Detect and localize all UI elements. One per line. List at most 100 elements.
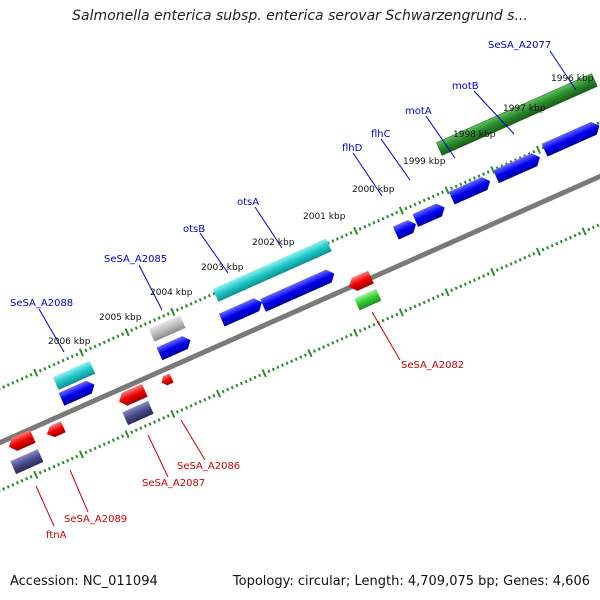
- scale-minor-tick: [395, 210, 399, 215]
- scale-minor-tick: [523, 256, 527, 260]
- gene-motA-feature[interactable]: [448, 175, 493, 205]
- scale-minor-tick: [175, 410, 179, 414]
- gene-label-SeSA_A2087[interactable]: SeSA_A2087: [142, 478, 205, 489]
- forward-strand-features: [52, 73, 600, 406]
- kbp-label: 2001 kbp: [303, 212, 346, 222]
- gene-SeSA_A2077-feature[interactable]: [541, 119, 600, 157]
- gene-ftnA-feature[interactable]: [10, 449, 44, 475]
- gene-label-SeSA_A2089[interactable]: SeSA_A2089: [64, 514, 127, 525]
- accession-text: Accession: NC_011094: [10, 574, 158, 589]
- scale-minor-tick: [70, 354, 74, 359]
- scale-minor-tick: [180, 408, 184, 412]
- gene-SeSA_A2082-feature[interactable]: [346, 270, 374, 294]
- scale-minor-tick: [148, 422, 152, 426]
- scale-minor-tick: [386, 214, 390, 219]
- scale-minor-tick: [367, 222, 371, 227]
- scale-minor-tick: [143, 424, 147, 428]
- scale-minor-tick: [527, 254, 531, 258]
- scale-minor-tick: [258, 373, 262, 378]
- scale-minor-tick: [89, 448, 93, 453]
- scale-minor-tick: [468, 178, 472, 182]
- scale-minor-tick: [363, 224, 367, 229]
- scale-minor-tick: [303, 353, 307, 357]
- scale-minor-tick: [299, 355, 303, 359]
- gene-flhC-feature[interactable]: [412, 201, 448, 227]
- kbp-label: 1997 kbp: [503, 104, 546, 114]
- kbp-labels: 1996 kbp 1997 kbp 1998 kbp 1999 kbp 2000…: [48, 74, 594, 347]
- gene-label-SeSA_A2085[interactable]: SeSA_A2085: [104, 254, 167, 265]
- gene-otsB-feature[interactable]: [260, 267, 337, 312]
- scale-minor-tick: [102, 340, 106, 345]
- scale-minor-tick: [38, 470, 42, 475]
- gene-SeSA_A2087-feature[interactable]: [116, 383, 148, 408]
- scale-minor-tick: [427, 298, 431, 303]
- scale-minor-tick: [440, 292, 445, 297]
- scale-minor-tick: [367, 324, 371, 329]
- genome-summary-text: Topology: circular; Length: 4,709,075 bp…: [232, 574, 590, 589]
- kbp-label: 2005 kbp: [99, 313, 142, 323]
- gene-SeSA_A2086-feature[interactable]: [159, 373, 174, 387]
- gene-otsA-feature[interactable]: [212, 238, 332, 302]
- scale-minor-tick: [280, 363, 285, 368]
- scale-minor-tick: [358, 329, 362, 333]
- scale-minor-tick: [157, 316, 161, 320]
- scale-minor-tick: [331, 341, 335, 345]
- scale-minor-tick: [500, 266, 504, 270]
- scale-minor-tick: [11, 381, 15, 385]
- scale-minor-tick: [404, 206, 408, 211]
- gene-label-motB[interactable]: motB: [452, 81, 479, 92]
- scale-minor-tick: [326, 241, 330, 245]
- scale-minor-tick: [75, 352, 79, 357]
- scale-minor-tick: [121, 332, 125, 336]
- scale-minor-tick: [495, 268, 499, 272]
- gene-motB-feature[interactable]: [435, 73, 598, 156]
- gene-flhD-feature[interactable]: [393, 218, 419, 240]
- gene-label-SeSA_A2077[interactable]: SeSA_A2077: [488, 40, 551, 51]
- gene-label-flhD[interactable]: flhD: [342, 143, 363, 154]
- gene-label-otsA[interactable]: otsA: [237, 197, 259, 208]
- gene-label-flhC[interactable]: flhC: [371, 129, 391, 140]
- scale-major-tick: [398, 206, 404, 215]
- gene-label-motA[interactable]: motA: [405, 106, 432, 117]
- gene-ftnA-red-feature[interactable]: [6, 429, 36, 453]
- scale-minor-tick: [431, 194, 435, 199]
- scale-major-tick: [490, 267, 496, 277]
- scale-major-tick: [124, 328, 130, 337]
- scale-minor-tick: [84, 348, 88, 353]
- scale-major-tick: [444, 186, 450, 195]
- gene-label-SeSA_A2082[interactable]: SeSA_A2082: [401, 360, 464, 371]
- gene-light-green-feature[interactable]: [354, 288, 382, 311]
- scale-minor-tick: [111, 336, 115, 341]
- scale-minor-tick: [322, 345, 326, 349]
- scale-minor-tick: [166, 414, 170, 418]
- scale-major-tick: [33, 470, 39, 479]
- scale-minor-tick: [532, 251, 536, 256]
- gene-blue-feature-a[interactable]: [218, 296, 265, 327]
- scale-minor-tick: [38, 368, 42, 373]
- gene-SeSA_A2088-feature[interactable]: [52, 360, 96, 390]
- scale-minor-tick: [107, 440, 111, 445]
- gene-blue-feature-c[interactable]: [58, 378, 98, 406]
- scale-minor-tick: [413, 202, 417, 207]
- scale-minor-tick: [390, 212, 394, 217]
- gene-label-SeSA_A2088[interactable]: SeSA_A2088: [10, 298, 73, 309]
- scale-minor-tick: [143, 322, 147, 326]
- gene-blue-feature-b[interactable]: [156, 334, 194, 361]
- scale-minor-tick: [555, 241, 559, 246]
- gene-label-SeSA_A2086[interactable]: SeSA_A2086: [177, 461, 240, 472]
- scale-minor-tick: [335, 339, 339, 343]
- scale-minor-tick: [6, 485, 10, 489]
- gene-blue-feature-d[interactable]: [493, 151, 543, 184]
- gene-SeSA_A2089-feature[interactable]: [44, 421, 66, 439]
- gene-purple-feature-a[interactable]: [122, 400, 154, 426]
- gene-SeSA_A2085-feature[interactable]: [148, 315, 186, 342]
- scale-minor-tick: [11, 483, 15, 487]
- scale-minor-tick: [153, 420, 157, 424]
- scale-major-tick: [307, 349, 313, 358]
- scale-minor-tick: [427, 196, 431, 201]
- gene-label-ftnA[interactable]: ftnA: [46, 530, 67, 541]
- gene-label-otsB[interactable]: otsB: [183, 224, 205, 235]
- scale-minor-tick: [267, 369, 271, 374]
- scale-minor-tick: [514, 260, 518, 264]
